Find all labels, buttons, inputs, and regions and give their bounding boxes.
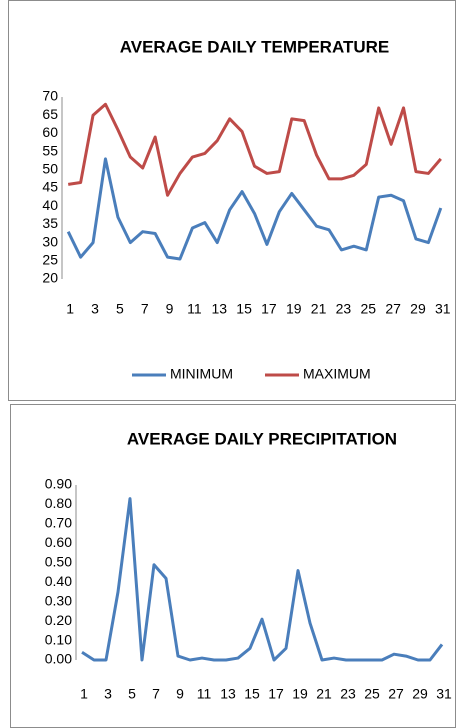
y-tick-label: 65 bbox=[42, 106, 58, 122]
chart: AVERAGE DAILY PRECIPITATION 0.00 0.10 0.20 0… bbox=[45, 429, 452, 701]
y-tick-label: 0.60 bbox=[45, 534, 72, 550]
x-tick-label: 15 bbox=[236, 301, 252, 317]
x-tick-label: 5 bbox=[116, 301, 124, 317]
x-tick-label: 29 bbox=[410, 301, 426, 317]
x-tick-label: 31 bbox=[435, 301, 451, 317]
chart-frame bbox=[10, 404, 456, 728]
x-tick-label: 1 bbox=[80, 686, 88, 702]
x-tick-label: 29 bbox=[412, 686, 428, 702]
chart-frame bbox=[8, 0, 456, 401]
x-tick-label: 7 bbox=[141, 301, 149, 317]
y-tick-label: 55 bbox=[42, 142, 58, 158]
data-line bbox=[67, 102, 442, 197]
y-tick-label: 0.00 bbox=[45, 651, 72, 667]
legend-label: MINIMUM bbox=[170, 366, 233, 382]
x-tick-label: 1 bbox=[66, 301, 74, 317]
legend-label: MAXIMUM bbox=[303, 366, 371, 382]
data-line bbox=[66, 157, 443, 261]
x-tick-label: 17 bbox=[261, 301, 277, 317]
x-tick-label: 5 bbox=[128, 686, 136, 702]
chart-title: AVERAGE DAILY TEMPERATURE bbox=[120, 37, 390, 56]
y-tick-label: 30 bbox=[42, 233, 58, 249]
x-tick-label: 3 bbox=[91, 301, 99, 317]
y-tick-label: 0.40 bbox=[45, 573, 72, 589]
x-tick-label: 19 bbox=[292, 686, 308, 702]
x-tick-label: 17 bbox=[268, 686, 284, 702]
chart: AVERAGE DAILY TEMPERATURE202530354045505… bbox=[42, 37, 450, 381]
y-tick-label: 25 bbox=[42, 252, 58, 268]
x-tick-label: 13 bbox=[220, 686, 236, 702]
x-tick-label: 19 bbox=[286, 301, 302, 317]
chart-title: AVERAGE DAILY PRECIPITATION bbox=[127, 429, 397, 448]
x-tick-label: 25 bbox=[364, 686, 380, 702]
x-tick-label: 11 bbox=[197, 686, 212, 702]
x-tick-label: 25 bbox=[360, 301, 376, 317]
x-tick-label: 9 bbox=[176, 686, 184, 702]
y-tick-label: 0.10 bbox=[45, 631, 72, 647]
y-tick-label: 0.70 bbox=[45, 515, 72, 531]
x-tick-label: 31 bbox=[436, 686, 452, 702]
x-tick-label: 21 bbox=[311, 301, 327, 317]
y-tick-label: 40 bbox=[42, 197, 58, 213]
x-tick-label: 15 bbox=[244, 686, 260, 702]
x-tick-label: 7 bbox=[152, 686, 160, 702]
x-tick-label: 27 bbox=[388, 686, 404, 702]
y-tick-label: 45 bbox=[42, 179, 58, 195]
y-tick-label: 0.50 bbox=[45, 553, 72, 569]
y-tick-label: 70 bbox=[42, 88, 58, 104]
y-tick-label: 35 bbox=[42, 215, 58, 231]
y-tick-label: 60 bbox=[42, 124, 58, 140]
data-line bbox=[81, 497, 444, 662]
y-tick-label: 50 bbox=[42, 161, 58, 177]
x-tick-label: 23 bbox=[340, 686, 356, 702]
x-tick-label: 3 bbox=[104, 686, 112, 702]
x-tick-label: 13 bbox=[211, 301, 227, 317]
x-tick-label: 11 bbox=[187, 301, 202, 317]
x-tick-label: 21 bbox=[316, 686, 332, 702]
x-tick-label: 23 bbox=[336, 301, 352, 317]
y-tick-label: 0.30 bbox=[45, 592, 72, 608]
y-tick-label: 0.80 bbox=[45, 495, 72, 511]
y-tick-label: 0.90 bbox=[45, 476, 72, 492]
x-tick-label: 9 bbox=[166, 301, 174, 317]
y-tick-label: 0.20 bbox=[45, 612, 72, 628]
x-tick-label: 27 bbox=[385, 301, 401, 317]
y-tick-label: 20 bbox=[42, 270, 58, 286]
